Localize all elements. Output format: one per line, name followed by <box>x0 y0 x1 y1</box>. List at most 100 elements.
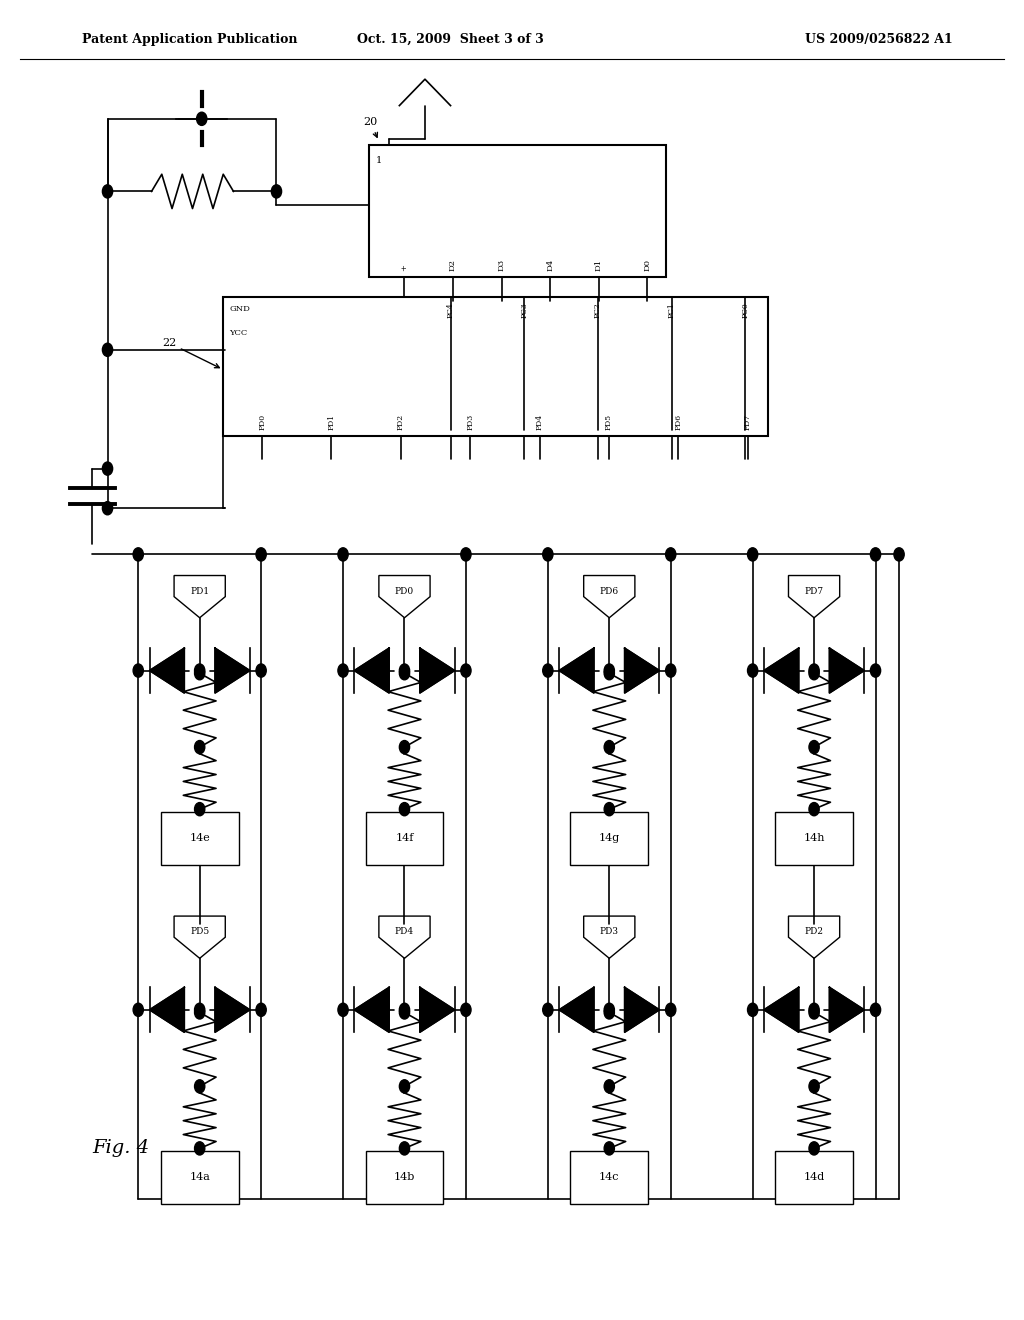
Circle shape <box>604 664 614 677</box>
Circle shape <box>604 741 614 754</box>
Text: GND: GND <box>229 305 250 313</box>
Text: PD1: PD1 <box>328 414 336 430</box>
Circle shape <box>399 1003 410 1016</box>
Text: PD0: PD0 <box>395 587 414 595</box>
Circle shape <box>666 1003 676 1016</box>
Circle shape <box>102 462 113 475</box>
Bar <box>366 1151 443 1204</box>
Circle shape <box>604 1003 614 1016</box>
Circle shape <box>870 548 881 561</box>
Circle shape <box>195 1142 205 1155</box>
Bar <box>570 812 648 865</box>
Circle shape <box>338 1003 348 1016</box>
Circle shape <box>133 664 143 677</box>
Text: PC4: PC4 <box>446 302 455 318</box>
Polygon shape <box>215 987 250 1032</box>
Circle shape <box>809 667 819 680</box>
Text: 14c: 14c <box>599 1172 620 1183</box>
Text: 14f: 14f <box>395 833 414 843</box>
Text: PC0: PC0 <box>741 302 750 318</box>
Text: 14g: 14g <box>599 833 620 843</box>
Circle shape <box>870 664 881 677</box>
Circle shape <box>197 112 207 125</box>
Text: PC1: PC1 <box>668 302 676 318</box>
Circle shape <box>256 1003 266 1016</box>
Circle shape <box>809 664 819 677</box>
Circle shape <box>271 185 282 198</box>
Circle shape <box>748 1003 758 1016</box>
Text: PD3: PD3 <box>466 414 474 430</box>
Text: +: + <box>400 264 409 271</box>
Circle shape <box>748 664 758 677</box>
Circle shape <box>748 548 758 561</box>
Circle shape <box>461 548 471 561</box>
Circle shape <box>102 343 113 356</box>
Text: 14b: 14b <box>394 1172 415 1183</box>
Polygon shape <box>829 987 864 1032</box>
Text: PC3: PC3 <box>520 302 528 318</box>
Text: PD5: PD5 <box>605 414 612 430</box>
Circle shape <box>809 1142 819 1155</box>
Text: 20: 20 <box>364 117 378 137</box>
Polygon shape <box>354 648 389 693</box>
Text: Oct. 15, 2009  Sheet 3 of 3: Oct. 15, 2009 Sheet 3 of 3 <box>357 33 544 46</box>
Polygon shape <box>354 987 389 1032</box>
Text: PD3: PD3 <box>600 928 618 936</box>
Text: D2: D2 <box>449 259 457 271</box>
Polygon shape <box>150 648 184 693</box>
Polygon shape <box>829 648 864 693</box>
Text: PC2: PC2 <box>594 302 602 318</box>
Circle shape <box>133 1003 143 1016</box>
Text: Fig. 4: Fig. 4 <box>92 1139 150 1158</box>
Bar <box>161 812 239 865</box>
Circle shape <box>543 664 553 677</box>
Circle shape <box>461 1003 471 1016</box>
Circle shape <box>543 1003 553 1016</box>
Text: PD6: PD6 <box>674 414 682 430</box>
Circle shape <box>399 667 410 680</box>
Circle shape <box>604 1142 614 1155</box>
Circle shape <box>338 548 348 561</box>
Circle shape <box>809 1006 819 1019</box>
Circle shape <box>195 664 205 677</box>
Circle shape <box>604 1080 614 1093</box>
Bar <box>366 812 443 865</box>
Text: 1: 1 <box>376 156 382 165</box>
Circle shape <box>195 1003 205 1016</box>
Polygon shape <box>420 648 455 693</box>
Circle shape <box>809 1080 819 1093</box>
Text: PD7: PD7 <box>805 587 823 595</box>
Bar <box>775 812 853 865</box>
Circle shape <box>133 548 143 561</box>
Circle shape <box>461 664 471 677</box>
Circle shape <box>338 664 348 677</box>
Polygon shape <box>559 648 594 693</box>
Text: 14d: 14d <box>804 1172 824 1183</box>
Circle shape <box>195 667 205 680</box>
Polygon shape <box>150 987 184 1032</box>
Circle shape <box>102 185 113 198</box>
Polygon shape <box>625 987 659 1032</box>
Text: PD4: PD4 <box>395 928 414 936</box>
Bar <box>223 297 768 436</box>
Circle shape <box>399 741 410 754</box>
Circle shape <box>399 1080 410 1093</box>
Text: PD2: PD2 <box>805 928 823 936</box>
Text: PD4: PD4 <box>536 414 544 430</box>
Text: US 2009/0256822 A1: US 2009/0256822 A1 <box>805 33 952 46</box>
Circle shape <box>666 548 676 561</box>
Polygon shape <box>625 648 659 693</box>
Polygon shape <box>215 648 250 693</box>
Text: PD6: PD6 <box>600 587 618 595</box>
Polygon shape <box>559 987 594 1032</box>
Circle shape <box>809 803 819 816</box>
Text: PD2: PD2 <box>397 414 404 430</box>
Bar <box>161 1151 239 1204</box>
Text: D4: D4 <box>546 259 554 271</box>
Circle shape <box>195 741 205 754</box>
Circle shape <box>195 1006 205 1019</box>
Bar <box>775 1151 853 1204</box>
Circle shape <box>195 803 205 816</box>
Circle shape <box>604 1006 614 1019</box>
Polygon shape <box>764 987 799 1032</box>
